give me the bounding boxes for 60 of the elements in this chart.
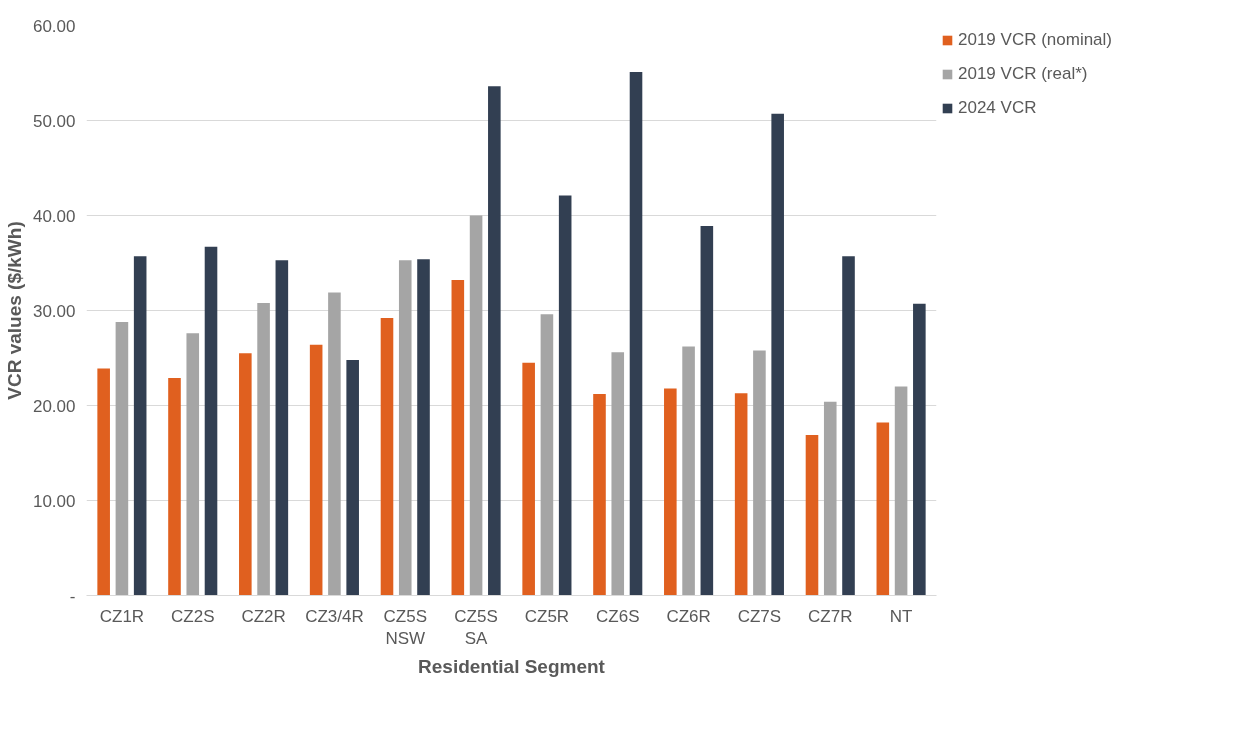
bar xyxy=(380,318,394,596)
y-tick-label: 10.00 xyxy=(32,491,76,511)
x-tick-label: CZ3/4R xyxy=(305,606,364,626)
bar xyxy=(913,303,926,596)
bar xyxy=(540,314,554,596)
bar xyxy=(522,362,535,596)
bar xyxy=(823,401,837,596)
x-tick-label: CZ2S xyxy=(171,606,215,626)
x-tick-label: CZ5S NSW xyxy=(383,606,427,649)
x-axis-title: Residential Segment xyxy=(418,656,606,678)
y-tick-label: 40.00 xyxy=(32,206,76,226)
bar xyxy=(328,292,341,596)
bar xyxy=(700,225,714,596)
x-tick-label: CZ6S xyxy=(596,606,640,626)
bar xyxy=(309,344,323,596)
bar xyxy=(469,215,483,596)
legend-label: 2024 VCR xyxy=(958,98,1037,118)
bar xyxy=(842,256,855,596)
y-tick-label: 30.00 xyxy=(32,301,76,321)
bar xyxy=(97,368,110,596)
bar xyxy=(451,280,465,596)
bar xyxy=(558,195,572,596)
x-tick-label: CZ5S SA xyxy=(454,606,498,649)
bar xyxy=(771,113,784,596)
bar xyxy=(239,353,252,596)
bar xyxy=(133,256,147,596)
legend-label: 2019 VCR (nominal) xyxy=(958,30,1113,50)
bar xyxy=(186,333,200,596)
bar xyxy=(275,260,289,596)
bar xyxy=(115,321,129,596)
bar xyxy=(664,388,677,596)
x-tick-label: CZ2R xyxy=(241,606,286,626)
x-tick-label: CZ5R xyxy=(524,606,570,626)
y-tick-label: 20.00 xyxy=(32,396,76,416)
x-tick-label: CZ7R xyxy=(808,606,853,626)
bar xyxy=(734,393,748,596)
bar xyxy=(611,352,625,596)
bar xyxy=(753,350,766,596)
bar xyxy=(593,394,606,596)
bar xyxy=(629,72,643,596)
y-tick-label: 60.00 xyxy=(32,16,76,36)
y-tick-label: - xyxy=(69,586,76,606)
bar xyxy=(204,246,218,596)
bar xyxy=(876,422,890,596)
bar xyxy=(257,302,270,596)
x-tick-label: CZ7S xyxy=(737,606,782,626)
x-tick-label: CZ6R xyxy=(666,606,711,626)
bar xyxy=(398,260,412,596)
y-tick-label: 50.00 xyxy=(32,111,76,131)
bar xyxy=(805,434,819,596)
bar xyxy=(894,386,908,596)
legend-label: 2019 VCR (real*) xyxy=(958,64,1088,84)
x-tick-label: NT xyxy=(889,606,913,626)
bar xyxy=(346,359,359,596)
bar xyxy=(168,377,181,596)
y-axis-title: VCR values ($/kWh) xyxy=(3,221,25,400)
bar xyxy=(488,86,501,596)
bar xyxy=(417,259,430,596)
x-tick-label: CZ1R xyxy=(99,606,145,626)
bar xyxy=(682,346,695,596)
